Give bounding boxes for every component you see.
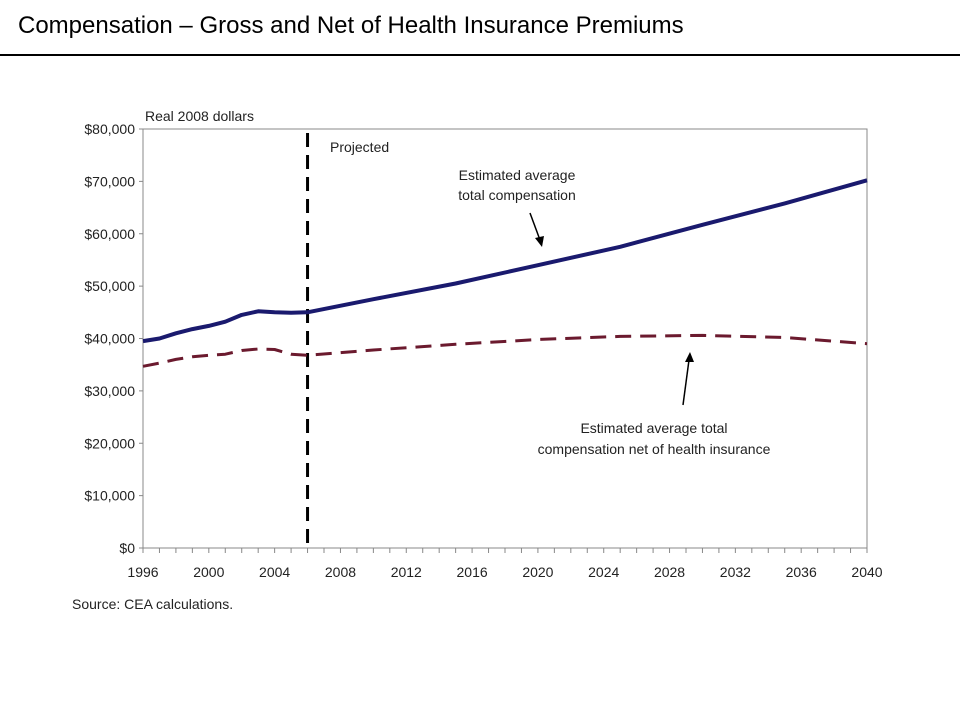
y-axis-label: Real 2008 dollars xyxy=(145,108,254,124)
x-tick-label: 1996 xyxy=(127,564,158,580)
y-tick-label: $80,000 xyxy=(84,121,135,137)
annotation-net-arrow xyxy=(682,352,694,406)
x-tick-label: 2016 xyxy=(457,564,488,580)
x-tick-label: 2032 xyxy=(720,564,751,580)
annotation-gross-line1: Estimated average xyxy=(459,167,576,183)
x-tick-label: 2000 xyxy=(193,564,224,580)
series-line-1 xyxy=(142,333,868,368)
source-note: Source: CEA calculations. xyxy=(72,596,233,612)
annotation-gross-line2: total compensation xyxy=(458,187,576,203)
series-line-0 xyxy=(142,178,868,344)
x-tick-label: 2036 xyxy=(786,564,817,580)
y-tick-label: $20,000 xyxy=(84,435,135,451)
x-tick-label: 2004 xyxy=(259,564,290,580)
y-tick-label: $10,000 xyxy=(84,488,135,504)
x-tick-label: 2028 xyxy=(654,564,685,580)
title-divider xyxy=(0,54,960,56)
y-tick-label: $60,000 xyxy=(84,226,135,242)
y-tick-label: $30,000 xyxy=(84,383,135,399)
x-tick-label: 2008 xyxy=(325,564,356,580)
x-tick-label: 2024 xyxy=(588,564,619,580)
x-tick-label: 2012 xyxy=(391,564,422,580)
y-tick-label: $50,000 xyxy=(84,278,135,294)
slide-title: Compensation – Gross and Net of Health I… xyxy=(18,12,684,39)
x-tick-label: 2020 xyxy=(522,564,553,580)
annotation-net-line2: compensation net of health insurance xyxy=(538,441,771,457)
y-tick-label: $0 xyxy=(119,540,135,556)
projection-label: Projected xyxy=(330,139,389,155)
annotation-gross-arrow xyxy=(529,212,544,247)
y-tick-label: $70,000 xyxy=(84,173,135,189)
y-tick-label: $40,000 xyxy=(84,331,135,347)
x-tick-label: 2040 xyxy=(851,564,882,580)
annotation-net-line1: Estimated average total xyxy=(580,420,727,436)
